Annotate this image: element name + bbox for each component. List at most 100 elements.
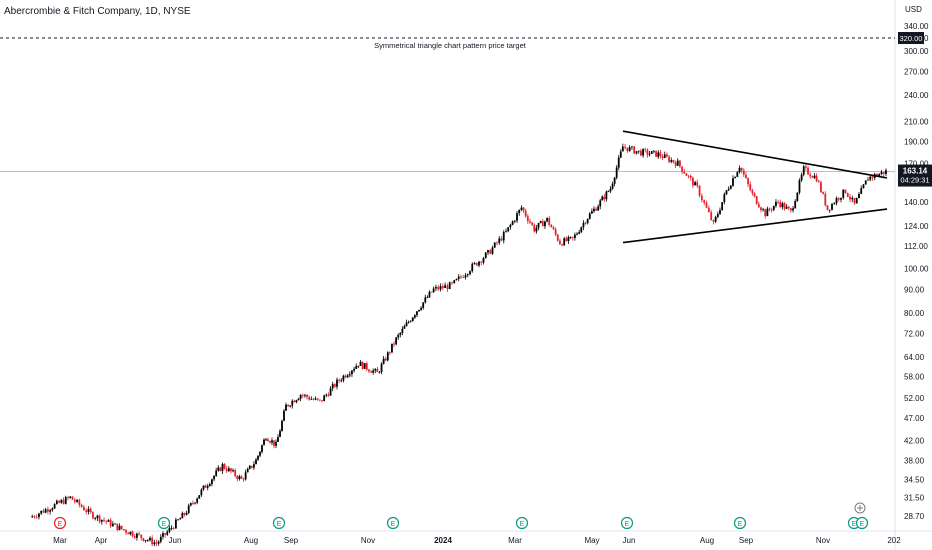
candle <box>661 153 664 161</box>
candle-body <box>424 297 427 303</box>
last-price-label: 163.14 <box>903 167 928 176</box>
candle-body <box>860 188 863 194</box>
candle <box>738 165 741 174</box>
candle <box>437 284 440 292</box>
candle-body <box>291 400 294 406</box>
y-tick-label: 34.50 <box>904 476 925 485</box>
candle <box>787 205 790 211</box>
candle-body <box>329 388 332 396</box>
candle <box>694 180 696 186</box>
candle <box>535 224 538 234</box>
currency-label: USD <box>905 5 922 14</box>
candle <box>265 437 267 442</box>
candle <box>580 226 583 234</box>
candle <box>679 160 681 169</box>
candle <box>388 351 391 356</box>
candle <box>546 217 548 223</box>
candle-body <box>738 167 741 173</box>
candle <box>609 186 612 194</box>
candle-body <box>576 233 578 235</box>
earnings-icon[interactable]: E <box>620 516 634 530</box>
candle-body <box>344 375 347 378</box>
candle <box>223 463 226 470</box>
candle-body <box>783 203 786 209</box>
candle <box>626 147 629 153</box>
earnings-icon[interactable]: E <box>272 516 286 530</box>
candle <box>509 223 512 230</box>
candle <box>833 202 836 205</box>
candle-body <box>426 297 429 299</box>
candle <box>457 274 460 282</box>
x-tick-label: 202 <box>887 536 901 545</box>
candle <box>202 485 205 491</box>
candle <box>831 202 833 211</box>
earnings-icon[interactable]: E <box>855 516 869 530</box>
candle-body <box>391 343 393 353</box>
candle-body <box>842 189 845 198</box>
candle <box>217 465 220 472</box>
candle-body <box>215 470 218 476</box>
candle <box>87 506 90 515</box>
candle <box>846 192 849 198</box>
candle <box>751 188 754 196</box>
candle-body <box>511 221 514 225</box>
candle <box>129 531 132 536</box>
earnings-icon[interactable]: E <box>53 516 67 530</box>
candle <box>672 159 675 164</box>
candle <box>384 356 387 362</box>
candle-body <box>871 176 874 178</box>
candle-body <box>828 209 831 211</box>
earnings-icon-label: E <box>852 521 857 528</box>
add-icon[interactable] <box>854 502 866 514</box>
candle <box>541 218 544 227</box>
candle <box>858 191 860 199</box>
candle-body <box>755 196 758 205</box>
candle <box>781 201 784 210</box>
candle-body <box>420 307 423 310</box>
y-tick-label: 72.00 <box>904 330 925 339</box>
candle-body <box>573 234 576 238</box>
candle-body <box>626 147 629 152</box>
candle-body <box>742 170 745 175</box>
candle <box>451 281 453 286</box>
candle <box>219 466 222 472</box>
candle <box>599 198 602 210</box>
candle <box>428 290 431 298</box>
candle <box>466 273 469 278</box>
candle <box>269 440 271 444</box>
candle <box>685 172 688 176</box>
candle <box>69 496 72 499</box>
candle <box>127 532 130 535</box>
candle-body <box>831 203 833 210</box>
candle <box>867 177 869 181</box>
candle <box>333 383 336 388</box>
candle <box>687 175 690 179</box>
candle-body <box>779 202 782 207</box>
candle <box>705 200 708 209</box>
candle <box>342 374 345 383</box>
candle <box>668 154 670 164</box>
earnings-icon[interactable]: E <box>386 516 400 530</box>
candle <box>271 437 273 446</box>
target-annotation-label: Symmetrical triangle chart pattern price… <box>374 41 527 50</box>
candle-body <box>250 465 253 468</box>
candle-body <box>289 405 292 407</box>
candle-body <box>723 194 726 203</box>
candle-body <box>255 459 257 465</box>
candle-body <box>129 531 132 535</box>
candle-body <box>628 147 631 152</box>
earnings-icon[interactable]: E <box>733 516 747 530</box>
earnings-icon[interactable]: E <box>515 516 529 530</box>
candle-body <box>430 291 433 293</box>
candle <box>236 474 239 482</box>
candle-body <box>44 509 47 513</box>
candle-body <box>170 527 173 529</box>
earnings-icon[interactable]: E <box>157 516 171 530</box>
candle <box>460 274 462 280</box>
candle <box>637 150 640 154</box>
candle <box>745 171 747 179</box>
candle-body <box>151 537 154 545</box>
y-tick-label: 170.00 <box>904 159 929 168</box>
candle-body <box>192 503 194 504</box>
